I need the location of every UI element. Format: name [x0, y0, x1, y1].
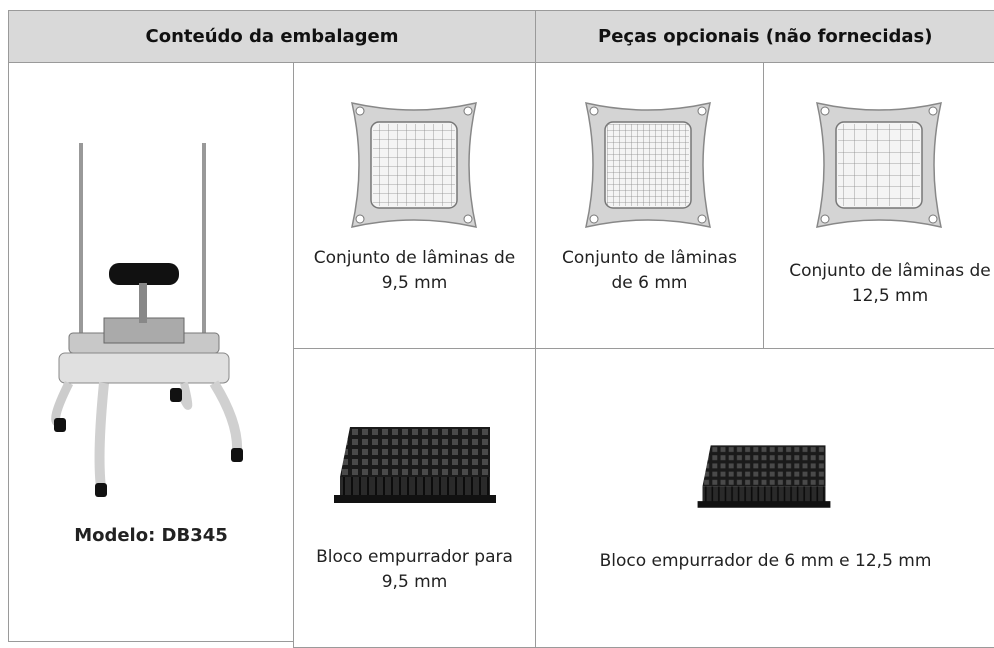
blade-cell: Conjunto de lâminas de 12,5 mm [763, 62, 994, 349]
label-line: Bloco empurrador para [316, 547, 513, 567]
label-line: Conjunto de lâminas de [789, 261, 991, 281]
header-cell: Peças opcionais (não fornecidas) [535, 10, 994, 63]
label-line: Conjunto de lâminas [562, 248, 737, 268]
machine-image [51, 143, 243, 497]
pusher-image [330, 407, 500, 507]
header-text: Peças opcionais (não fornecidas) [598, 26, 933, 47]
label-line: 9,5 mm [381, 273, 448, 293]
model-label: Modelo: DB345 [74, 525, 228, 546]
pusher-label: Bloco empurrador para 9,5 mm [294, 545, 535, 595]
blade-label: Conjunto de lâminas de 6 mm [536, 246, 763, 296]
blade-label: Conjunto de lâminas de 9,5 mm [294, 246, 535, 296]
pusher-cell: Bloco empurrador de 6 mm e 12,5 mm [535, 348, 994, 648]
blade-cell: Conjunto de lâminas de 9,5 mm [293, 62, 536, 349]
label-line: 12,5 mm [851, 286, 929, 306]
pusher-cell: Bloco empurrador para 9,5 mm [293, 348, 536, 648]
header-text: Conteúdo da embalagem [145, 26, 399, 47]
blade-cell: Conjunto de lâminas de 6 mm [535, 62, 764, 349]
pusher-label: Bloco empurrador de 6 mm e 12,5 mm [536, 549, 994, 574]
label-line: Bloco empurrador de 6 mm e 12,5 mm [599, 551, 932, 571]
pusher-image [694, 429, 834, 511]
blade-label: Conjunto de lâminas de 12,5 mm [774, 259, 994, 309]
blade-image [809, 95, 949, 235]
blade-image [344, 95, 484, 235]
page: Conteúdo da embalagem Peças opcionais (n… [8, 10, 994, 648]
label-line: 9,5 mm [381, 572, 448, 592]
label-line: de 6 mm [611, 273, 688, 293]
label-line: Conjunto de lâminas de [313, 248, 516, 268]
header-cell: Conteúdo da embalagem [8, 10, 536, 63]
machine-cell: Modelo: DB345 [8, 62, 294, 642]
blade-image [578, 95, 718, 235]
